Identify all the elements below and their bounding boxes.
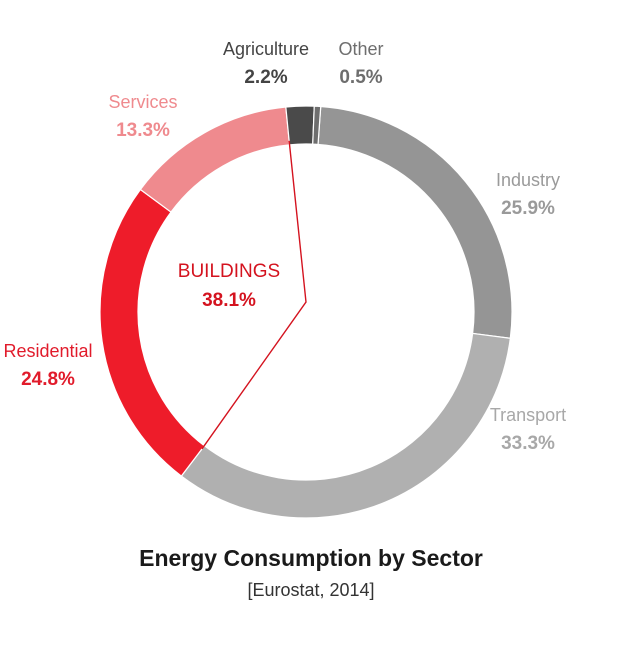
segment-residential [99,188,206,477]
label-residential: Residential [3,341,92,361]
value-other: 0.5% [339,67,382,88]
value-transport: 33.3% [501,433,555,454]
value-residential: 24.8% [21,369,75,390]
value-agriculture: 2.2% [244,67,287,88]
buildings-divider-line [201,140,307,450]
label-industry: Industry [496,170,560,190]
buildings-value: 38.1% [202,290,256,311]
segment-labels: Industry 25.9% Transport 33.3% Residential 24… [3,39,566,454]
value-services: 13.3% [116,120,170,141]
label-agriculture: Agriculture [223,39,309,59]
segment-transport [180,332,511,519]
segment-agriculture [285,105,315,146]
value-industry: 25.9% [501,198,555,219]
donut-segments [99,105,513,519]
label-other: Other [338,39,383,59]
buildings-annotation: BUILDINGS 38.1% [178,140,307,450]
segment-industry [317,105,513,339]
buildings-label: BUILDINGS [178,261,280,282]
segment-other [312,105,322,146]
chart-subtitle: [Eurostat, 2014] [247,580,375,600]
label-services: Services [108,92,177,112]
chart-title: Energy Consumption by Sector [139,545,483,571]
label-transport: Transport [490,405,566,425]
